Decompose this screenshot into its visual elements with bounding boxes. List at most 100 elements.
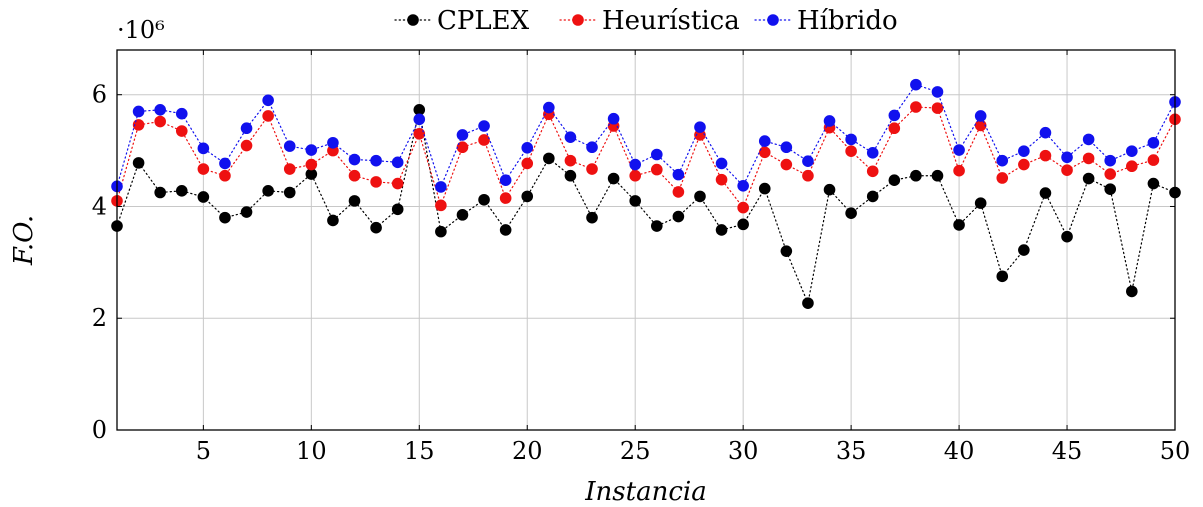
- data-point: [283, 163, 296, 175]
- x-tick-label: 15: [404, 437, 435, 465]
- data-point: [262, 185, 274, 197]
- data-point: [543, 152, 555, 165]
- data-point: [780, 141, 793, 154]
- data-point: [370, 154, 382, 167]
- x-tick-label: 40: [944, 437, 975, 465]
- data-point: [996, 154, 1009, 167]
- x-tick-label: 30: [728, 437, 759, 465]
- data-point: [1018, 145, 1030, 157]
- data-point: [478, 193, 490, 206]
- data-point: [802, 169, 814, 182]
- data-point: [845, 145, 857, 157]
- data-point: [521, 141, 534, 154]
- data-point: [240, 139, 253, 152]
- data-point: [780, 158, 793, 171]
- data-point: [996, 172, 1009, 184]
- data-point: [823, 183, 836, 196]
- data-point: [391, 203, 404, 216]
- y-tick-label: 6: [92, 81, 107, 109]
- data-point: [219, 211, 231, 224]
- data-point: [391, 156, 404, 169]
- data-point: [370, 176, 382, 188]
- data-point: [845, 207, 857, 219]
- legend-label: Heurística: [602, 6, 740, 36]
- data-point: [175, 185, 188, 197]
- data-point: [327, 136, 339, 149]
- data-point: [262, 94, 274, 107]
- data-point: [456, 209, 469, 221]
- data-point: [478, 134, 490, 146]
- data-point: [672, 186, 685, 198]
- data-point: [521, 157, 534, 170]
- data-point: [974, 110, 987, 122]
- data-point: [715, 173, 728, 186]
- x-tick-label: 25: [620, 437, 651, 465]
- data-point: [435, 181, 447, 193]
- data-point: [780, 245, 793, 257]
- data-point: [996, 270, 1009, 283]
- data-point: [715, 157, 728, 170]
- data-point: [154, 186, 166, 199]
- data-point: [132, 105, 145, 118]
- data-point: [499, 224, 512, 236]
- data-point: [197, 163, 210, 175]
- data-point: [737, 179, 749, 192]
- data-point: [1018, 158, 1030, 171]
- data-point: [240, 206, 253, 218]
- series-layer: [111, 78, 1181, 309]
- data-point: [1104, 183, 1117, 195]
- data-point: [866, 190, 879, 203]
- legend-marker: [407, 14, 419, 26]
- data-point: [175, 125, 188, 137]
- series-1: [111, 101, 1181, 214]
- data-point: [1147, 177, 1160, 190]
- data-point: [650, 220, 663, 232]
- data-point: [758, 182, 771, 195]
- data-point: [931, 86, 944, 98]
- data-point: [586, 141, 598, 154]
- data-point: [845, 133, 857, 146]
- data-point: [888, 122, 901, 135]
- data-point: [1082, 172, 1095, 185]
- data-point: [910, 78, 922, 91]
- x-tick-label: 5: [196, 437, 211, 465]
- data-point: [931, 102, 944, 114]
- data-point: [672, 168, 685, 181]
- data-point: [456, 129, 469, 141]
- data-point: [866, 165, 879, 178]
- data-point: [154, 103, 166, 116]
- data-point: [1061, 230, 1073, 243]
- ticks: 5 10 15 20 25 30 35 40 45 50 0 2 4 6: [92, 50, 1191, 465]
- data-point: [1126, 145, 1138, 157]
- data-point: [305, 168, 318, 180]
- data-point: [1126, 285, 1138, 298]
- x-tick-label: 35: [836, 437, 867, 465]
- data-point: [888, 174, 901, 187]
- data-point: [240, 122, 253, 135]
- data-point: [1082, 152, 1095, 165]
- data-point: [348, 195, 361, 207]
- data-point: [607, 112, 620, 125]
- data-point: [564, 131, 577, 143]
- data-point: [1104, 154, 1117, 167]
- data-point: [1082, 133, 1095, 146]
- data-point: [283, 140, 296, 152]
- x-tick-label: 20: [512, 437, 543, 465]
- data-point: [175, 107, 188, 120]
- x-tick-label: 45: [1052, 437, 1083, 465]
- legend-item: Heurística: [559, 6, 740, 36]
- data-point: [888, 109, 901, 122]
- data-point: [219, 169, 231, 182]
- data-point: [1104, 168, 1117, 180]
- data-point: [413, 113, 426, 126]
- data-point: [413, 103, 426, 116]
- data-point: [478, 120, 490, 132]
- data-point: [650, 163, 663, 176]
- plot-frame: [116, 49, 1176, 431]
- data-point: [413, 128, 426, 140]
- grid: [117, 50, 1176, 431]
- data-point: [1147, 136, 1160, 149]
- x-tick-label: 50: [1160, 437, 1191, 465]
- data-point: [132, 157, 145, 169]
